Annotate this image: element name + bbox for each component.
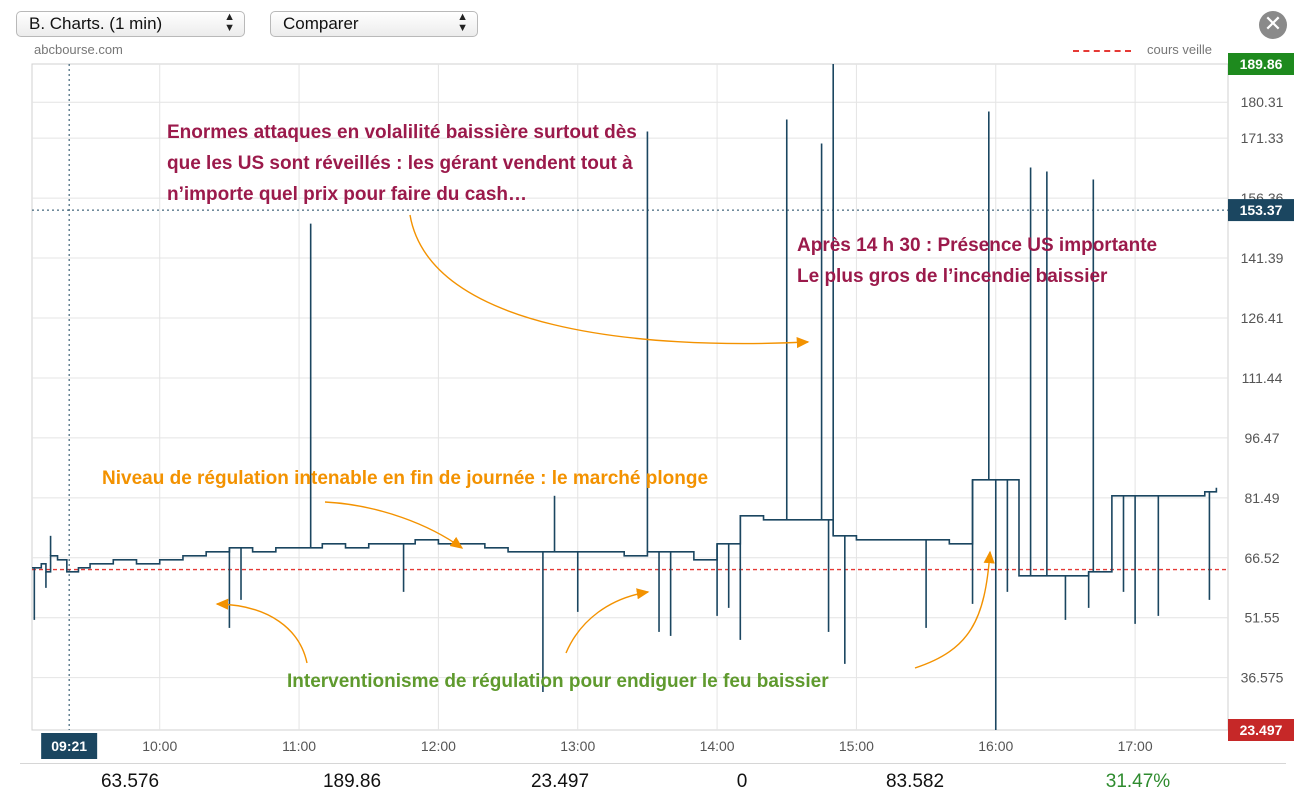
y-tick-label: 36.575 [1241,670,1284,686]
x-tick-label: 10:00 [142,738,177,754]
current-badge-text: 153.37 [1240,202,1283,218]
x-tick-label: 16:00 [978,738,1013,754]
annotation-top-line: n’importe quel prix pour faire du cash… [167,184,527,205]
select-arrows-icon: ▲ ▼ [224,11,235,34]
price-series-line [32,478,1218,577]
stat-low: 23.497 [530,771,590,792]
annotation-top-line: Enormes attaques en volalilité baissière… [167,122,637,143]
y-tick-label: 180.31 [1241,94,1284,110]
x-tick-label: 17:00 [1118,738,1153,754]
annotation-us-line: Après 14 h 30 : Présence US importante [797,235,1157,256]
y-tick-label: 141.39 [1241,250,1284,266]
x-tick-label: 13:00 [560,738,595,754]
annotation-niveau: Niveau de régulation intenable en fin de… [102,468,708,489]
legend-line [1073,50,1131,52]
stat-high: 189.86 [322,771,382,792]
annotation-arrow [914,550,995,669]
source-label: abcbourse.com [34,42,123,57]
annotation-arrow [409,214,810,349]
stats-bar: 63.576 189.86 23.497 0 83.582 31.47% [0,771,1304,801]
stats-separator [20,763,1286,764]
stat-variation: 31.47% [1105,771,1171,792]
annotation-arrow [565,588,650,654]
y-tick-label: 111.44 [1242,370,1283,386]
high-badge-box [1228,53,1294,75]
low-badge: 23.497 [1228,719,1294,741]
compare-select-value: Comparer [283,14,359,33]
current-badge: 153.37 [1228,199,1294,222]
x-tick-label: 12:00 [421,738,456,754]
high-badge: 189.86 [1228,53,1294,75]
time-badge-text: 09:21 [51,738,87,754]
y-tick-label: 96.47 [1244,430,1279,446]
chart-type-select[interactable]: B. Charts. (1 min) ▲ ▼ [16,11,245,37]
time-badge-box [41,733,98,759]
close-icon[interactable]: ✕ [1259,11,1287,39]
select-arrows-icon: ▲ ▼ [457,11,468,34]
y-tick-label: 66.52 [1244,550,1279,566]
x-tick-label: 14:00 [700,738,735,754]
current-badge-box [1228,199,1294,222]
x-tick-label: 11:00 [282,738,316,754]
y-tick-label: 126.41 [1241,310,1284,326]
high-badge-text: 189.86 [1240,56,1283,72]
annotation-top-line: que les US sont réveillés : les gérant v… [167,153,633,174]
annotation-us-line: Le plus gros de l’incendie baissier [797,266,1108,287]
stat-volume: 0 [736,771,748,792]
annotation-arrow [324,501,464,549]
y-tick-label: 171.33 [1241,130,1284,146]
annotation-arrow [215,598,308,664]
annotation-intervention: Interventionisme de régulation pour endi… [287,671,829,692]
plot-area [31,63,1229,731]
stat-open: 63.576 [100,771,160,792]
chart-type-select-value: B. Charts. (1 min) [29,14,163,33]
y-tick-label: 81.49 [1244,490,1279,506]
y-tick-label: 51.55 [1244,610,1279,626]
x-tick-label: 15:00 [839,738,874,754]
low-badge-text: 23.497 [1240,722,1283,738]
low-badge-box [1228,719,1294,741]
legend-label: cours veille [1147,42,1213,57]
stat-last: 83.582 [885,771,945,792]
compare-select[interactable]: Comparer ▲ ▼ [270,11,478,37]
